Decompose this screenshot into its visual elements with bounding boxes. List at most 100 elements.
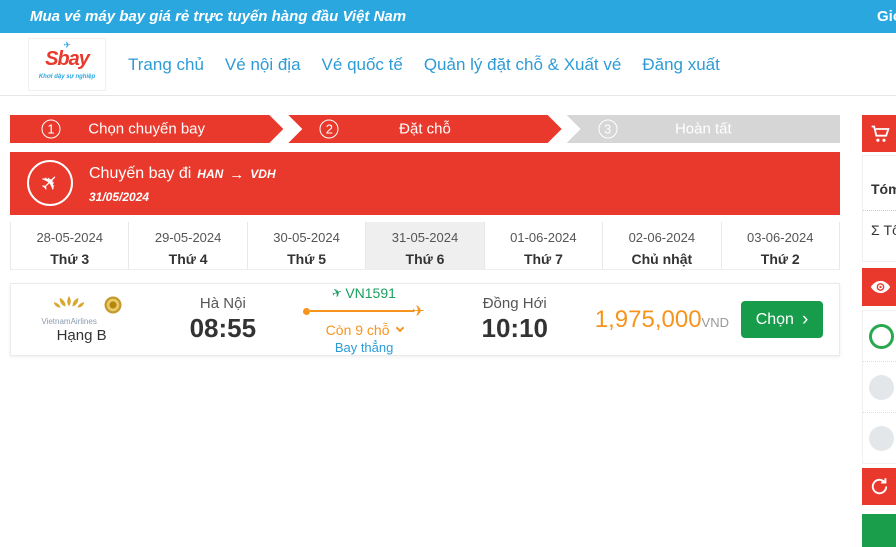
step-2-label: Đặt chỗ <box>399 120 451 138</box>
site-tagline: Mua vé máy bay giá rẻ trực tuyến hàng đầ… <box>30 8 407 25</box>
summary-title: Tóm tắt <box>871 181 896 197</box>
route-line: ✈ <box>303 302 425 320</box>
date-tab-29-05[interactable]: 29-05-2024 Thứ 4 <box>129 222 248 269</box>
medal-icon <box>104 296 122 313</box>
date-tabs: 28-05-2024 Thứ 3 29-05-2024 Thứ 4 30-05-… <box>10 222 840 270</box>
logo-brand-text: Sbay <box>45 48 90 70</box>
logo-tagline: Khơi dậy sự nghiệp <box>38 74 96 80</box>
top-bar: Mua vé máy bay giá rẻ trực tuyến hàng đầ… <box>0 0 896 33</box>
fare-class: Hạng B <box>56 326 107 344</box>
date-tab-03-06[interactable]: 03-06-2024 Thứ 2 <box>722 222 840 269</box>
step-1-number: 1 <box>41 120 60 139</box>
options-panel <box>862 310 896 464</box>
cart-icon <box>871 125 890 142</box>
select-label: Chọn <box>755 310 794 328</box>
logo-plane-icon: ✈ <box>63 40 71 50</box>
seats-left-dropdown[interactable]: Còn 9 chỗ <box>325 321 404 338</box>
airline-cell: VietnamAirlines Hạng B <box>11 295 152 344</box>
direct-flight-label: Bay thẳng <box>334 339 394 355</box>
tab-date-label: 31-05-2024 <box>391 230 459 245</box>
step-hoan-tat[interactable]: 3 Hoàn tất <box>566 115 840 143</box>
route-banner: ✈ Chuyến bay đi HAN → VDH 31/05/2024 <box>10 152 840 215</box>
progress-steps: 1 Chọn chuyến bay 2 Đặt chỗ 3 Hoàn tất <box>10 115 840 143</box>
vietnam-airlines-logo: VietnamAirlines <box>41 295 97 326</box>
destination-code: VDH <box>250 167 276 181</box>
cart-panel-button[interactable] <box>862 115 896 152</box>
price-value: 1,975,000 <box>594 305 702 333</box>
nav-ve-noi-dia[interactable]: Vé nội địa <box>224 54 301 74</box>
sidebar-green-button[interactable] <box>862 514 896 547</box>
date-tab-28-05[interactable]: 28-05-2024 Thứ 3 <box>10 222 130 269</box>
departure-cell: Hà Nội 08:55 <box>152 295 293 344</box>
flight-number: VN1591 <box>345 284 396 301</box>
date-tab-01-06[interactable]: 01-06-2024 Thứ 7 <box>485 222 604 269</box>
step-3-label: Hoàn tất <box>674 120 732 138</box>
tab-date-label: 03-06-2024 <box>746 230 814 245</box>
view-panel-button[interactable] <box>862 268 896 306</box>
refresh-icon <box>871 478 888 495</box>
cart-link[interactable]: Giỏ hàng <box>877 8 896 25</box>
tab-day-label: Thứ 6 <box>405 251 445 267</box>
date-tab-30-05[interactable]: 30-05-2024 Thứ 5 <box>248 222 367 269</box>
radio-selected-icon[interactable] <box>869 323 894 349</box>
step-chon-chuyen-bay[interactable]: 1 Chọn chuyến bay <box>10 115 283 143</box>
tab-date-label: 30-05-2024 <box>273 230 340 245</box>
tab-day-label: Thứ 4 <box>168 251 208 267</box>
sidebar-option-2[interactable] <box>863 362 896 413</box>
small-plane-icon: ✈ <box>330 284 345 301</box>
step-1-label: Chọn chuyến bay <box>88 120 206 138</box>
nav-ve-quoc-te[interactable]: Vé quốc tế <box>321 54 403 74</box>
sbay-logo[interactable]: ✈ Sbay Khơi dậy sự nghiệp <box>28 38 106 91</box>
step-2-number: 2 <box>320 120 339 139</box>
price-cell: 1,975,000VND <box>595 306 741 334</box>
arrow-right-icon: → <box>229 165 245 183</box>
nav-trang-chu[interactable]: Trang chủ <box>128 54 204 74</box>
tab-day-label: Thứ 7 <box>523 251 563 267</box>
route-dot <box>303 307 311 315</box>
arrival-cell: Đồng Hới 10:10 <box>435 295 595 344</box>
arrival-time: 10:10 <box>481 313 548 343</box>
lotus-icon <box>53 295 85 308</box>
chevron-right-icon: › <box>801 309 809 330</box>
caret-down-icon <box>395 323 404 333</box>
date-tab-31-05-selected[interactable]: 31-05-2024 Thứ 6 <box>366 222 485 269</box>
summary-divider <box>863 210 896 211</box>
radio-icon[interactable] <box>869 374 894 400</box>
date-tab-02-06[interactable]: 02-06-2024 Chủ nhật <box>603 222 722 269</box>
radio-icon[interactable] <box>869 426 894 451</box>
tab-date-label: 28-05-2024 <box>36 230 103 245</box>
route-cell: ✈ VN1591 ✈ Còn 9 chỗ Bay thẳng <box>293 284 434 355</box>
refresh-panel-button[interactable] <box>862 468 896 505</box>
plane-icon: ✈ <box>34 167 66 199</box>
tab-date-label: 01-06-2024 <box>510 230 577 245</box>
summary-total-label: Σ Tổng tiền <box>871 222 896 238</box>
seats-left-label: Còn 9 chỗ <box>325 321 390 338</box>
nav-quan-ly-dat-cho[interactable]: Quản lý đặt chỗ & Xuất vé <box>423 54 622 74</box>
route-bar <box>310 310 415 312</box>
banner-title: Chuyến bay đi <box>89 165 192 182</box>
plane-circle-icon: ✈ <box>27 160 73 206</box>
origin-code: HAN <box>197 167 224 181</box>
sidebar-option-1[interactable] <box>863 311 896 362</box>
route-banner-text: Chuyến bay đi HAN → VDH 31/05/2024 <box>89 165 276 204</box>
route-plane-icon: ✈ <box>412 302 425 320</box>
airline-name: VietnamAirlines <box>41 316 97 326</box>
nav-dang-xuat[interactable]: Đăng xuất <box>642 54 720 74</box>
departure-time: 08:55 <box>189 313 257 343</box>
tab-day-label: Thứ 2 <box>760 251 800 267</box>
price-currency: VND <box>701 314 729 330</box>
booking-summary-panel: Tóm tắt Σ Tổng tiền <box>862 155 896 262</box>
tab-day-label: Thứ 3 <box>50 251 90 267</box>
header: ✈ Sbay Khơi dậy sự nghiệp Trang chủ Vé n… <box>0 33 896 96</box>
step-dat-cho[interactable]: 2 Đặt chỗ <box>288 115 561 143</box>
banner-date: 31/05/2024 <box>89 190 150 204</box>
tab-date-label: 02-06-2024 <box>628 230 696 245</box>
main-content: 1 Chọn chuyến bay 2 Đặt chỗ 3 Hoàn tất ✈… <box>10 115 840 356</box>
select-flight-button[interactable]: Chọn › <box>741 301 823 338</box>
step-3-number: 3 <box>598 119 618 139</box>
departure-city: Hà Nội <box>199 295 246 312</box>
eye-icon <box>870 280 891 294</box>
sidebar-option-3[interactable] <box>863 413 896 463</box>
tab-date-label: 29-05-2024 <box>154 230 222 245</box>
tab-day-label: Chủ nhật <box>631 251 693 267</box>
